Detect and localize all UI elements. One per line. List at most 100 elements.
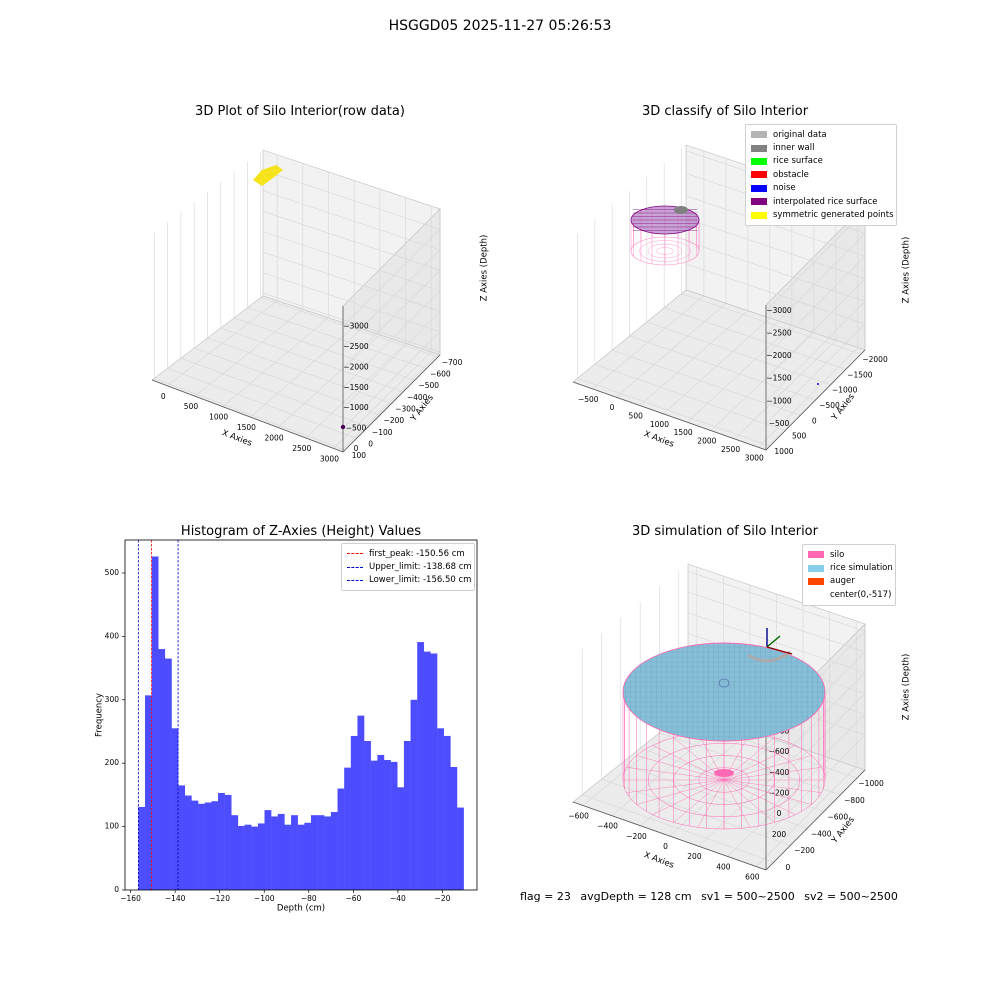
histogram-bar (430, 653, 438, 890)
plot2-base-ring (639, 240, 691, 262)
plot4-legend-entry: rice simulation (808, 561, 893, 574)
plot3-legend: first_peak: -150.56 cm Upper_limit: -138.… (341, 543, 475, 592)
plot2-noise-point (817, 383, 819, 385)
histogram-y-tick: 200 (105, 758, 120, 767)
status-line: flag = 23 avgDepth = 128 cm sv1 = 500~25… (520, 890, 904, 903)
status-avg-depth: avgDepth = 128 cm (580, 890, 692, 903)
plot0-y-tick: −600 (430, 370, 451, 379)
histogram-bar (224, 794, 232, 890)
histogram-x-tick: −160 (120, 894, 141, 903)
histogram-bar (257, 823, 265, 890)
plot0-grid-z (342, 249, 441, 348)
plot1-grid-y (612, 349, 801, 416)
plot0-x-tick: 3000 (320, 454, 339, 463)
plot0-x-axis (151, 379, 344, 453)
histogram-bar (204, 802, 212, 890)
plot3-grid-z (687, 591, 866, 653)
plot1-grid-z (685, 218, 866, 279)
plot3-y-tick: −600 (828, 813, 849, 822)
plot2-legend-label: inner wall (773, 143, 815, 154)
plot2-legend-label: original data (773, 129, 827, 140)
plot1-grid-z (685, 263, 866, 325)
plot3-x-axis (572, 801, 767, 871)
histogram-bar (330, 812, 338, 890)
histogram-bar (310, 815, 318, 890)
plot0-y-tick: 0 (368, 439, 373, 448)
status-flag: flag = 23 (520, 890, 571, 903)
plot1-x-label: X Axies (642, 429, 675, 450)
plot3-legend-swatch (347, 566, 363, 568)
plot4-legend-label: rice simulation (830, 563, 893, 574)
plot2-legend-swatch (751, 131, 767, 139)
plot1-y-tick: 1000 (774, 447, 793, 456)
plot3-z-tick: −200 (769, 788, 790, 797)
histogram-bar (417, 642, 425, 890)
plot0-grid-z (262, 170, 441, 230)
plot3-grid-x (640, 730, 751, 827)
plot2-legend-entry: inner wall (751, 141, 891, 154)
plot0-z-tick: −2000 (343, 362, 369, 371)
histogram-y-label: Frequency (95, 693, 105, 737)
plot1-grid-z (765, 210, 866, 312)
plot2-base-ring (630, 236, 700, 266)
plot0-grid-y (194, 347, 380, 416)
plot1-grid-z (685, 240, 866, 302)
plot4-legend-swatch (808, 577, 824, 585)
plot0-grid-z (342, 331, 441, 429)
plot1-grid-z (765, 278, 866, 379)
histogram-y-tick: 500 (105, 568, 120, 577)
histogram-bar (377, 754, 385, 890)
plot0-grid-z (262, 211, 441, 271)
histogram-bar (184, 795, 192, 890)
histogram-bar (145, 695, 152, 890)
plot0-grid-z (262, 231, 441, 292)
histogram-x-tick: −140 (165, 894, 186, 903)
plot1-grid-z (685, 195, 866, 257)
plot4-legend: silo rice simulation auger center(0,-517) (802, 544, 896, 606)
plot4-silo-spoke (652, 779, 725, 815)
plot1-grid-z (765, 255, 866, 357)
plot4-silo-spoke (723, 779, 812, 805)
plot2-legend-entry: interpolated rice surface (751, 195, 891, 208)
plot1-y-tick: 500 (792, 432, 807, 441)
plot4-legend-entry: auger (808, 575, 890, 588)
histogram-bar (211, 801, 219, 890)
plot2-title: 3D classify of Silo Interior (641, 104, 809, 119)
plot0-y-tick: −100 (372, 428, 393, 437)
plot3-grid-x (698, 748, 804, 847)
plot4-auger-shadow (747, 650, 791, 663)
plot4-legend-label: center(0,-517) (830, 589, 892, 600)
plot4-legend-label: auger (830, 576, 855, 587)
plot0-y-tick: −200 (384, 416, 405, 425)
plot0-grid-z (262, 251, 441, 312)
plot2-legend-swatch (751, 211, 767, 219)
plot1-x-tick: −500 (578, 395, 599, 404)
plot1-grid-y (594, 363, 786, 431)
plot2-cylinder-wireframe (630, 205, 700, 266)
plot3-grid-y (582, 794, 775, 863)
plot4-silo-wireframe (622, 683, 826, 830)
plot0-grid-y (260, 297, 439, 358)
histogram-y-tick: 400 (105, 631, 120, 640)
plot0-x-tick: 500 (184, 402, 199, 411)
plot0-grid-z (262, 272, 441, 332)
plot0-y-tick: 100 (352, 451, 367, 460)
plot3-legend-label: first_peak: -150.56 cm (369, 548, 465, 559)
plot0-grid-z (342, 229, 441, 327)
plot1-grid-y (664, 307, 846, 370)
plot1-grid-z (765, 301, 866, 402)
plot3-z-tick: 0 (777, 809, 782, 818)
plot2-legend-entry: obstacle (751, 168, 891, 181)
plot3-legend-label: Upper_limit: -138.68 cm (369, 562, 472, 573)
plot1-x-tick: 1000 (650, 420, 669, 429)
plot1-y-tick: −1000 (832, 386, 858, 395)
plot3-y-tick: −1000 (858, 779, 884, 788)
histogram-bar (410, 699, 418, 890)
plot0-x-tick: 2500 (292, 444, 311, 453)
plot1-y-tick: −2000 (862, 355, 888, 364)
plot2-legend-entry: noise (751, 182, 891, 195)
plot0-grid-z (342, 270, 441, 368)
plot1-grid-z (765, 233, 866, 334)
histogram-bar (357, 715, 365, 890)
plot1-grid-z (765, 323, 866, 425)
